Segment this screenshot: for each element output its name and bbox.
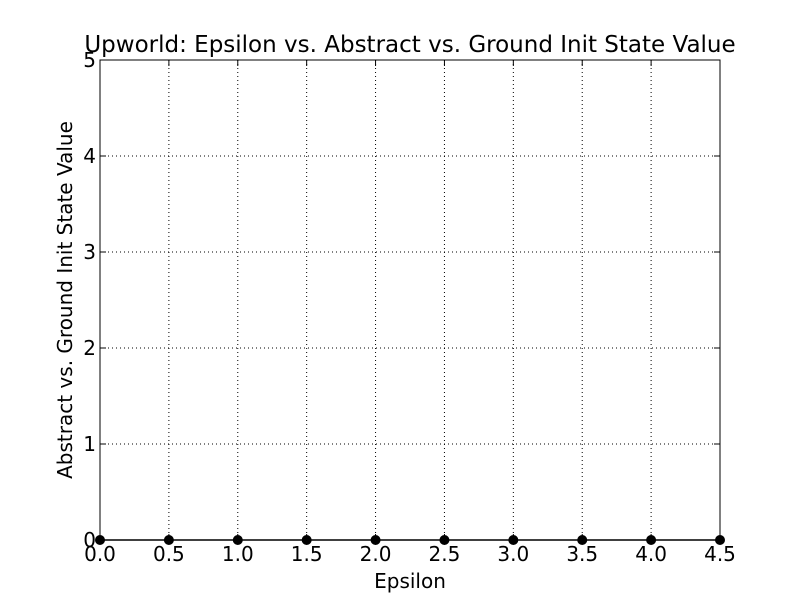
tick-layer	[99, 59, 721, 541]
x-tick-label: 4.5	[704, 542, 736, 566]
y-tick-label: 4	[83, 144, 96, 168]
y-axis-label: Abstract vs. Ground Init State Value	[53, 121, 77, 479]
x-axis-label: Epsilon	[374, 569, 446, 593]
x-tick-label: 1.0	[222, 542, 254, 566]
x-tick-label: 0.5	[153, 542, 185, 566]
label-layer: 0.0 0.5 1.0 1.5 2.0 2.5 3.0 3.5 4.0 4.5 0 1 2 3 4 5	[83, 48, 736, 566]
x-tick-label: 3.0	[497, 542, 529, 566]
y-tick-label: 2	[83, 336, 96, 360]
y-tick-label: 3	[83, 240, 96, 264]
chart-title: Upworld: Epsilon vs. Abstract vs. Ground…	[84, 32, 735, 58]
x-tick-label: 3.5	[566, 542, 598, 566]
y-tick-label: 1	[83, 432, 96, 456]
x-tick-label: 1.5	[291, 542, 323, 566]
y-tick-label: 0	[83, 528, 96, 552]
x-tick-label: 0.0	[84, 542, 116, 566]
x-tick-label: 2.0	[360, 542, 392, 566]
grid-layer	[100, 60, 720, 540]
x-tick-label: 4.0	[635, 542, 667, 566]
plot-frame	[99, 59, 721, 541]
y-tick-label: 5	[83, 48, 96, 72]
x-tick-label: 2.5	[429, 542, 461, 566]
